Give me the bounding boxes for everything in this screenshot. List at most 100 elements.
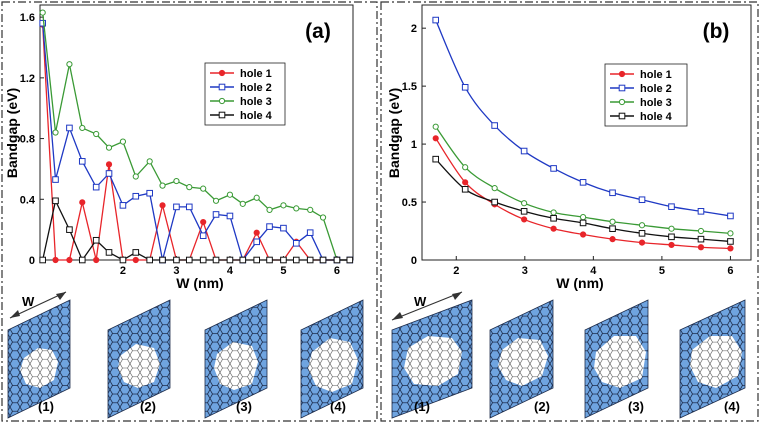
schematic-label-a-1: (1) — [38, 399, 54, 414]
chart-a-data-point — [66, 124, 73, 132]
chart-b-data-point — [520, 208, 528, 215]
chart-a-data-point — [292, 240, 300, 247]
legend-marker — [618, 84, 626, 92]
chart-a-data-point — [173, 256, 180, 264]
chart-b-data-point — [727, 245, 734, 252]
chart-a-data-point — [52, 256, 59, 264]
legend-marker — [218, 97, 226, 105]
legend-marker — [618, 70, 626, 78]
chart-a-data-point — [39, 256, 46, 264]
chart-a-data-point — [79, 199, 86, 206]
chart-a-data-point — [212, 197, 220, 204]
chart-b-data-point — [491, 185, 498, 192]
chart-a-series-4 — [39, 197, 354, 264]
panel-b-frame — [380, 1, 759, 422]
chart-b-data-point — [432, 123, 439, 130]
chart-a-data-point — [292, 256, 300, 264]
chart-a-data-point — [105, 144, 113, 151]
chart-a-data-point — [93, 130, 100, 138]
chart-b-data-point — [668, 233, 675, 241]
chart-a-data-point — [52, 129, 59, 136]
chart-a-data-point — [39, 19, 46, 27]
chart-b-ytick-label: 1.5 — [402, 81, 417, 93]
width-label-a: W — [22, 294, 35, 309]
chart-b-data-point — [432, 16, 440, 24]
chart-b-ytick-label: 0.5 — [402, 197, 417, 209]
chart-a-data-point — [253, 194, 260, 201]
chart-b: (b) W (nm) Bandgap (eV) 2 3 4 5 6 0 0.5 1 1.5 2 h… — [386, 4, 752, 291]
schematics-a: W (1) (2) (3) (4) — [7, 291, 364, 419]
chart-a-data-point — [132, 192, 140, 200]
chart-b-data-point — [461, 83, 469, 91]
chart-b-data-point — [432, 135, 439, 142]
chart-a-xtick-label: 2 — [120, 265, 126, 277]
legend-marker — [218, 83, 226, 91]
chart-a-data-point — [226, 256, 234, 264]
chart-b-data-point — [432, 155, 440, 163]
chart-a-data-point — [199, 256, 207, 264]
chart-b-data-point — [550, 165, 557, 172]
chart-a-ytick-label: 1.2 — [20, 73, 35, 85]
chart-a-data-point — [173, 177, 180, 185]
chart-b-data-point — [609, 236, 616, 243]
chart-a-data-point — [146, 158, 153, 165]
legend-marker — [618, 98, 626, 106]
legend-marker — [218, 111, 226, 119]
chart-b-data-point — [609, 218, 616, 225]
chart-a-data-point — [186, 184, 193, 191]
chart-b-ytick-label: 0 — [411, 255, 417, 267]
chart-a-xtick-label: 5 — [280, 265, 286, 277]
chart-b-data-point — [579, 219, 587, 227]
width-arrow-a — [9, 291, 67, 319]
legend-marker — [618, 112, 626, 120]
chart-b-data-point — [579, 231, 587, 238]
chart-a-ytick-label: 0.4 — [20, 194, 36, 206]
chart-a-data-point — [132, 173, 139, 180]
chart-a-data-point — [105, 161, 113, 168]
chart-a-data-point — [159, 256, 166, 264]
chart-a-xtick-label: 4 — [227, 265, 234, 277]
chart-b-xlabel: W (nm) — [556, 275, 603, 291]
chart-a-data-point — [307, 206, 314, 214]
chart-a-ytick-label: 0.8 — [20, 134, 35, 146]
legend-marker — [218, 69, 226, 77]
schematic-b-4 — [679, 299, 746, 419]
chart-a-data-point — [239, 200, 246, 207]
width-label-b: W — [414, 294, 427, 309]
legend-label: hole 3 — [640, 97, 672, 109]
legend-label: hole 4 — [640, 111, 673, 123]
chart-a-data-point — [173, 203, 180, 211]
chart-a-series-2 — [39, 19, 354, 264]
chart-a-data-point — [226, 191, 234, 198]
chart-a-data-point — [293, 205, 300, 212]
chart-b-data-point — [668, 203, 675, 210]
schematic-label-b-4: (4) — [724, 399, 740, 414]
schematic-b-3 — [584, 299, 649, 419]
chart-b-data-point — [579, 179, 587, 186]
chart-a-data-point — [159, 202, 166, 209]
schematics-b: W (1) (2) (3) (4) — [391, 291, 746, 419]
chart-a-data-point — [306, 229, 314, 236]
chart-b-data-point — [638, 196, 646, 204]
chart-b-data-point — [462, 179, 469, 186]
chart-a-data-point — [66, 61, 73, 68]
chart-a-data-point — [39, 9, 46, 16]
chart-b-data-point — [579, 214, 587, 221]
chart-b-plot-area — [421, 4, 752, 261]
chart-a-xlabel: W (nm) — [176, 275, 223, 291]
schematic-label-a-2: (2) — [140, 399, 156, 414]
legend-label: hole 2 — [640, 83, 672, 95]
chart-b-xtick-label: 6 — [727, 265, 733, 277]
chart-a-data-point — [253, 256, 260, 264]
panel-a-frame — [1, 1, 378, 422]
schematic-a-4 — [300, 299, 364, 419]
chart-a-data-point — [253, 229, 260, 236]
chart-b-series-4 — [432, 155, 734, 245]
chart-a-data-point — [280, 256, 287, 264]
chart-a: (a) W (nm) Bandgap (eV) 2 3 4 5 6 0 0.4 0.8 1.2 1… — [4, 4, 354, 291]
chart-a-data-point — [266, 256, 273, 264]
chart-b-ytick-label: 2 — [411, 23, 417, 35]
chart-b-xtick-label: 4 — [590, 265, 597, 277]
chart-b-ytick-label: 1 — [411, 139, 417, 151]
chart-b-data-point — [461, 185, 469, 193]
